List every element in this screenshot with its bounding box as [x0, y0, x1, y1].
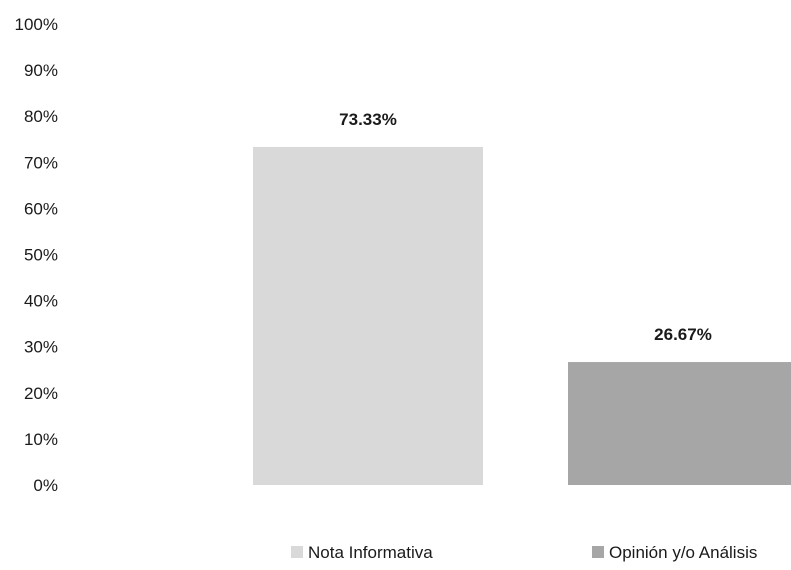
data-label: 73.33% [339, 110, 397, 129]
y-tick-label: 30% [24, 338, 58, 357]
y-tick-label: 0% [33, 476, 58, 495]
data-label: 26.67% [654, 325, 712, 344]
legend-swatch [291, 546, 303, 558]
bar [568, 362, 791, 485]
legend-item: Opinión y/o Análisis [592, 543, 757, 562]
legend: Nota Informativa Opinión y/o Análisis [291, 543, 757, 562]
y-tick-label: 70% [24, 153, 58, 172]
bar [253, 146, 483, 485]
legend-label: Opinión y/o Análisis [609, 543, 757, 562]
y-tick-label: 50% [24, 246, 58, 265]
data-labels-group: 73.33% 26.67% [339, 110, 712, 344]
y-axis: 0% 10% 20% 30% 40% 50% 60% 70% 80% 90% 100% [15, 15, 58, 495]
y-tick-label: 20% [24, 384, 58, 403]
legend-label: Nota Informativa [308, 543, 433, 562]
y-tick-label: 10% [24, 430, 58, 449]
y-tick-label: 100% [15, 15, 58, 34]
bars-group [253, 146, 791, 485]
y-tick-label: 90% [24, 61, 58, 80]
y-tick-label: 40% [24, 292, 58, 311]
legend-swatch [592, 546, 604, 558]
y-tick-label: 60% [24, 199, 58, 218]
legend-item: Nota Informativa [291, 543, 433, 562]
y-tick-label: 80% [24, 107, 58, 126]
